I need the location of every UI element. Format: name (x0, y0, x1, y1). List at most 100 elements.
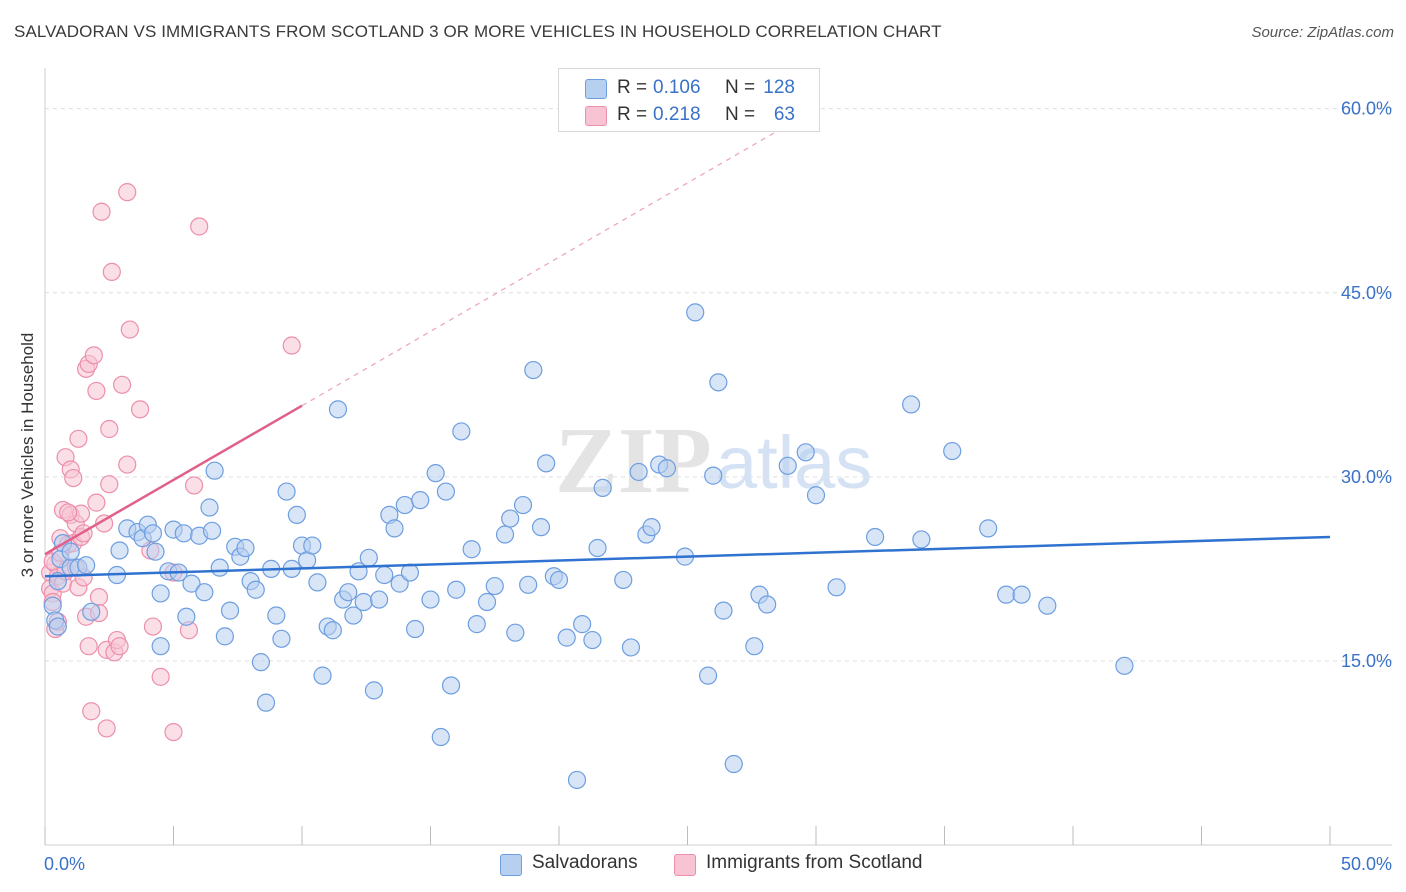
scotland-trend-line (44, 404, 303, 556)
legend-row-scotland: R = 0.218 N = 63 (559, 102, 819, 128)
salvadoran-point (524, 360, 543, 380)
salvadoran-point (48, 617, 67, 636)
scotland-point (64, 468, 83, 488)
legend-n-label: N = (725, 77, 756, 98)
salvadoran-point (421, 590, 440, 609)
salvadoran-point (629, 462, 648, 482)
salvadoran-point (354, 592, 373, 612)
scotland-point (164, 722, 183, 742)
scotland-point (184, 476, 204, 495)
salvadoran-point (901, 395, 921, 414)
x-tick-label-max: 50.0% (1341, 854, 1392, 874)
salvadoran-point (709, 373, 728, 392)
watermark-zip: ZIP (555, 409, 712, 513)
salvadoran-point (256, 693, 276, 712)
salvadoran-point (501, 509, 520, 528)
legend-swatch-blue (585, 79, 607, 99)
scotland-point (84, 346, 103, 365)
salvadoran-point (778, 456, 797, 475)
scotland-point (102, 262, 121, 281)
scotland-point (82, 702, 101, 721)
salvadoran-point (210, 558, 229, 577)
salvadoran-point (395, 495, 414, 515)
salvadoran-point (495, 525, 515, 544)
salvadoran-point (506, 623, 525, 642)
scotland-point (100, 475, 119, 494)
salvadoran-point (431, 727, 450, 747)
salvadoran-point (452, 422, 471, 441)
source-credit: Source: ZipAtlas.com (1251, 24, 1394, 41)
salvadoran-point (200, 498, 219, 517)
salvadoran-point (364, 681, 384, 700)
salvadoran-point (205, 461, 224, 480)
scotland-point (100, 419, 119, 439)
scotland-point (118, 183, 137, 202)
salvadoran-point (614, 570, 633, 590)
salvadoran-point (426, 464, 445, 483)
salvadoran-point (724, 754, 743, 774)
salvadoran-point (151, 637, 170, 656)
salvadoran-point (385, 519, 404, 538)
scotland-point (69, 429, 88, 448)
chart-title: SALVADORAN VS IMMIGRANTS FROM SCOTLAND 3… (14, 22, 942, 41)
scotland-point (143, 617, 163, 636)
salvadoran-point (462, 540, 481, 559)
salvadoran-point (323, 621, 342, 640)
salvadoran-point (61, 542, 80, 561)
scotland-point (110, 637, 129, 656)
axes (44, 68, 1392, 846)
scotland-point (190, 217, 209, 236)
scotland-point (130, 400, 150, 419)
salvadoran-point (704, 466, 723, 485)
salvadoran-point (174, 524, 193, 543)
salvadoran-point (146, 542, 165, 561)
salvadoran-point (698, 666, 718, 685)
salvadoran-point (246, 580, 265, 599)
salvadoran-point (220, 601, 240, 620)
salvadoran-trend-line (44, 535, 1331, 578)
series-swatch-pink (674, 854, 696, 876)
salvadoran-point (43, 596, 62, 615)
salvadoran-points (43, 303, 1134, 790)
salvadoran-point (287, 505, 306, 524)
salvadoran-point (1038, 596, 1057, 615)
salvadoran-point (519, 575, 538, 594)
scotland-trend-extension (301, 108, 817, 407)
salvadoran-point (485, 576, 504, 596)
salvadoran-point (370, 590, 389, 609)
scotland-point (79, 637, 98, 656)
salvadoran-point (82, 602, 101, 621)
legend-row-salvadorans: R = 0.106 N = 128 (559, 75, 819, 101)
salvadoran-point (567, 770, 587, 790)
scotland-point (87, 493, 106, 512)
legend-r-value: 0.218 (653, 104, 701, 125)
legend-n-value: 63 (773, 104, 795, 125)
salvadoran-point (573, 615, 592, 634)
salvadoran-point (447, 580, 466, 599)
salvadoran-point (182, 574, 201, 593)
salvadoran-point (588, 538, 607, 558)
salvadoran-point (513, 495, 533, 515)
salvadoran-point (267, 606, 286, 625)
scotland-point (112, 375, 132, 394)
salvadoran-point (303, 536, 322, 555)
salvadoran-point (359, 548, 378, 567)
salvadoran-point (1115, 656, 1134, 675)
scotland-point (97, 719, 116, 738)
scotland-point (92, 202, 111, 221)
salvadoran-point (313, 666, 332, 685)
x-tick-labels: 0.0% 50.0% (44, 854, 1392, 874)
salvadoran-point (657, 459, 677, 478)
salvadoran-point (344, 606, 363, 625)
salvadoran-point (593, 478, 612, 497)
legend-r-label: R = (617, 77, 648, 98)
salvadoran-point (549, 570, 569, 590)
y-tick-label: 15.0% (1341, 651, 1392, 671)
salvadoran-point (531, 518, 551, 537)
salvadoran-point (328, 400, 348, 419)
salvadoran-point (143, 524, 163, 543)
y-tick-labels: 15.0% 30.0% 45.0% 60.0% (1341, 99, 1392, 671)
scotland-point (59, 503, 78, 522)
legend-swatch-pink (585, 106, 607, 126)
